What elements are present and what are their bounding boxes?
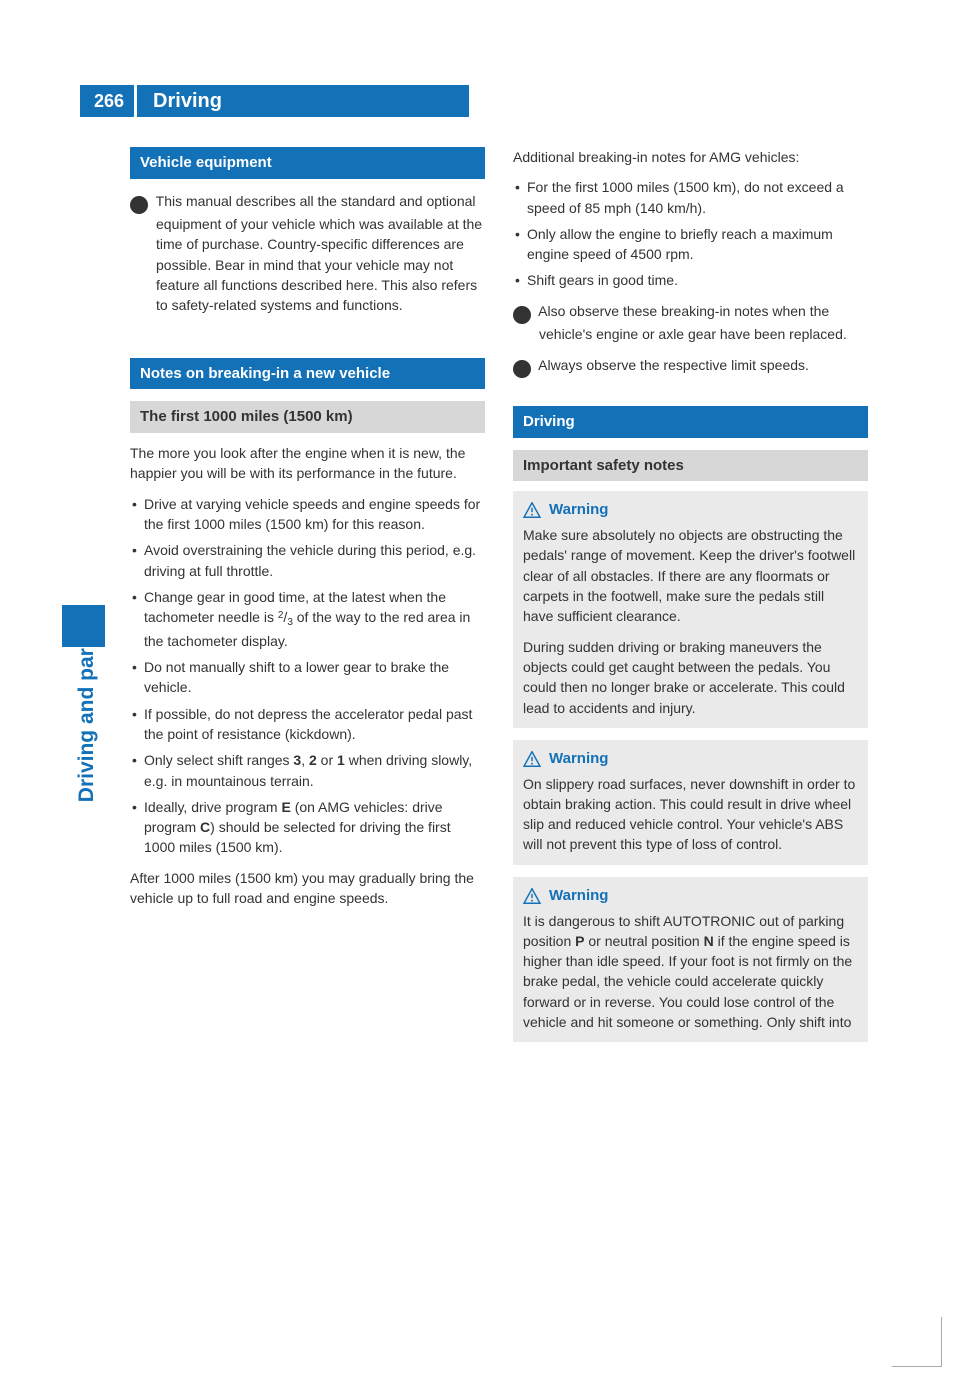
info-paragraph: i Always observe the respective limit sp… [513, 355, 868, 378]
list-item: Only allow the engine to briefly reach a… [513, 224, 868, 265]
warning-header: Warning [523, 885, 858, 907]
info-text: Always observe the respective limit spee… [538, 357, 809, 373]
info-icon: i [513, 306, 531, 324]
info-icon: i [130, 196, 148, 214]
page-corner-mark [892, 1317, 942, 1367]
info-icon: i [513, 360, 531, 378]
info-paragraph: i This manual describes all the standard… [130, 191, 485, 316]
warning-header: Warning [523, 748, 858, 770]
subsection-header-safety: Important safety notes [513, 450, 868, 482]
subsection-header-first-1000: The first 1000 miles (1500 km) [130, 401, 485, 433]
list-item: Shift gears in good time. [513, 270, 868, 290]
intro-paragraph: The more you look after the engine when … [130, 443, 485, 484]
list-item: Ideally, drive program E (on AMG vehicle… [130, 797, 485, 858]
warning-text: Make sure absolutely no objects are obst… [523, 525, 858, 626]
warning-text: During sudden driving or braking maneuve… [523, 637, 858, 718]
warning-header: Warning [523, 499, 858, 521]
page-number: 266 [80, 85, 134, 117]
list-item: Drive at varying vehicle speeds and engi… [130, 494, 485, 535]
section-header-driving: Driving [513, 406, 868, 438]
warning-triangle-icon [523, 751, 541, 767]
list-item: Only select shift ranges 3, 2 or 1 when … [130, 750, 485, 791]
amg-bullet-list: For the first 1000 miles (1500 km), do n… [513, 177, 868, 290]
info-text: This manual describes all the standard a… [156, 193, 482, 314]
warning-text: On slippery road surfaces, never downshi… [523, 774, 858, 855]
warning-label: Warning [549, 748, 608, 770]
list-item: Avoid overstraining the vehicle during t… [130, 540, 485, 581]
list-item: For the first 1000 miles (1500 km), do n… [513, 177, 868, 218]
list-item: If possible, do not depress the accelera… [130, 704, 485, 745]
warning-triangle-icon [523, 502, 541, 518]
content-area: Vehicle equipment i This manual describe… [130, 147, 870, 1054]
after-paragraph: After 1000 miles (1500 km) you may gradu… [130, 868, 485, 909]
amg-intro: Additional breaking-in notes for AMG veh… [513, 147, 868, 167]
list-item: Do not manually shift to a lower gear to… [130, 657, 485, 698]
warning-text: It is dangerous to shift AUTOTRONIC out … [523, 911, 858, 1033]
info-text: Also observe these breaking-in notes whe… [538, 303, 847, 342]
side-tab-marker [62, 605, 105, 647]
warning-label: Warning [549, 885, 608, 907]
page-title: Driving [134, 85, 469, 117]
list-item: Change gear in good time, at the latest … [130, 587, 485, 651]
left-column: Vehicle equipment i This manual describe… [130, 147, 485, 1054]
warning-box: Warning On slippery road surfaces, never… [513, 740, 868, 865]
page-header: 266 Driving [80, 85, 954, 117]
bullet-list: Drive at varying vehicle speeds and engi… [130, 494, 485, 858]
section-header-vehicle-equipment: Vehicle equipment [130, 147, 485, 179]
warning-box: Warning Make sure absolutely no objects … [513, 491, 868, 727]
warning-box: Warning It is dangerous to shift AUTOTRO… [513, 877, 868, 1043]
warning-triangle-icon [523, 888, 541, 904]
right-column: Additional breaking-in notes for AMG veh… [513, 147, 868, 1054]
info-paragraph: i Also observe these breaking-in notes w… [513, 301, 868, 345]
side-tab: Driving and parking [62, 395, 105, 605]
warning-label: Warning [549, 499, 608, 521]
section-header-breaking-in: Notes on breaking-in a new vehicle [130, 358, 485, 390]
